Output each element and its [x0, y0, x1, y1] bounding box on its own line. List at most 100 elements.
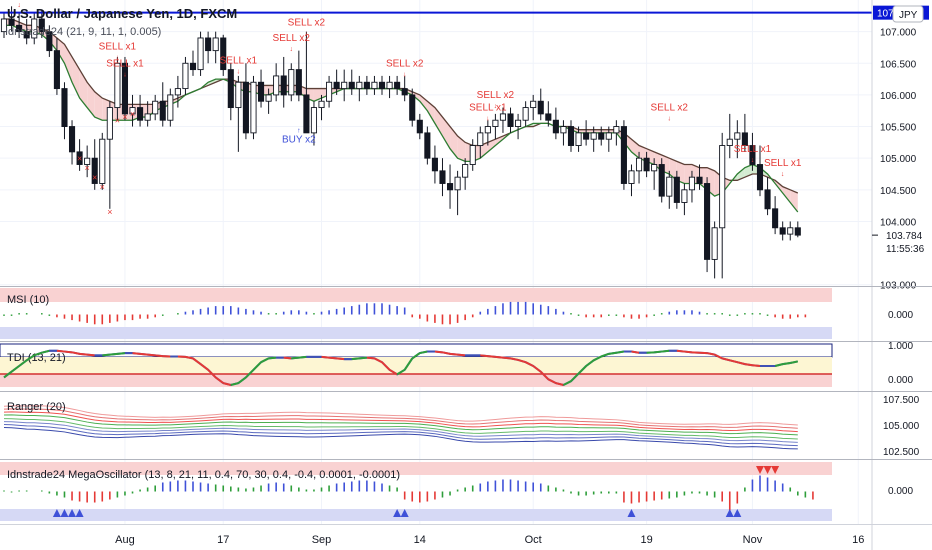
mega-oscillator-pane[interactable]: Idnstrade24 MegaOscillator (13, 8, 21, 1…	[0, 459, 932, 522]
tdi-segment	[706, 352, 715, 356]
tdi-segment	[487, 355, 496, 358]
up-triangle-marker	[75, 509, 84, 517]
candle-body	[666, 176, 673, 197]
candle-body	[212, 37, 219, 52]
tdi-segment	[661, 349, 670, 353]
sell-signal-label: SELL x2	[273, 33, 311, 44]
candle-body	[681, 189, 688, 203]
cross-marker: ×	[77, 153, 82, 163]
time-tick-label: Aug	[115, 534, 135, 546]
tdi-segment	[139, 352, 148, 356]
tdi-axis-tick-bottom: 0.000	[888, 375, 913, 386]
mega-axis-tick: 0.000	[888, 486, 913, 497]
candle-body	[280, 75, 287, 96]
tdi-segment	[298, 355, 307, 359]
tdi-segment	[328, 356, 337, 360]
tdi-segment	[532, 365, 542, 373]
candles	[0, 6, 801, 279]
mega-title: Idnstrade24 MegaOscillator (13, 8, 21, 1…	[7, 469, 400, 481]
tdi-pane[interactable]: TDI (13, 21) 1.000 0.000	[0, 341, 932, 387]
sell-signal-label: SELL x1	[469, 103, 507, 114]
sell-signal-arrow: ↓	[290, 46, 294, 53]
tdi-segment	[199, 363, 209, 371]
tdi-segment	[155, 354, 163, 358]
tdi-segment	[3, 370, 13, 379]
candle-body	[688, 176, 696, 191]
price-tick-label: 106.000	[880, 91, 917, 102]
candle-body	[439, 170, 446, 184]
cloud-segment	[480, 142, 488, 159]
candle-body	[749, 145, 756, 165]
bar-countdown: 11:55:36	[886, 244, 925, 255]
price-tick-label: 104.500	[880, 186, 917, 197]
candle-body	[174, 88, 181, 96]
indicator-cloud	[4, 18, 799, 213]
last-price-label: 103.784	[886, 231, 923, 242]
sell-signal-label: SELL x2	[477, 90, 515, 101]
ranger-axis-tick-1: 107.500	[883, 395, 920, 406]
tdi-segment	[517, 358, 526, 364]
ranger-band-line	[3, 418, 798, 440]
candle-body	[16, 24, 23, 33]
price-axis[interactable]: 107.000 106.500 106.000 105.500 105.000 104.5…	[871, 0, 929, 550]
candle-body	[787, 227, 794, 235]
up-triangle-marker	[733, 509, 742, 517]
candle-body	[401, 88, 408, 96]
fast-line	[4, 24, 799, 213]
tdi-segment	[442, 351, 451, 355]
candle-body	[583, 132, 590, 140]
tdi-segment	[207, 369, 217, 379]
candle-body	[620, 126, 627, 184]
time-axis[interactable]: Aug 17 Sep 14 Oct 19 Nov 16	[0, 524, 932, 547]
candle-body	[696, 176, 703, 184]
cloud-segment	[487, 139, 496, 152]
candle-body	[734, 132, 741, 140]
msi-pane[interactable]: MSI (10) 0.000	[0, 286, 932, 340]
time-tick-label: 17	[217, 534, 229, 546]
mega-lower-zone	[0, 509, 832, 521]
candle-body	[129, 107, 136, 115]
ranger-axis-tick-3: 102.500	[883, 447, 920, 458]
sell-signal-arrow: ↓	[751, 157, 755, 164]
candle-body	[371, 81, 378, 90]
up-triangle-marker	[60, 509, 69, 517]
cloud-segment	[434, 107, 443, 137]
tdi-segment	[434, 350, 443, 354]
msi-lower-zone	[0, 327, 832, 339]
tdi-segment	[774, 363, 783, 367]
ranger-pane[interactable]: Ranger (20) 107.500 105.000 102.500	[0, 391, 932, 459]
tdi-segment	[752, 364, 761, 367]
tdi-segment	[600, 352, 610, 358]
mega-histogram	[3, 475, 814, 512]
up-triangle-marker	[52, 509, 61, 517]
ranger-band-line	[3, 414, 798, 436]
slow-line	[4, 18, 799, 194]
tdi-segment	[790, 360, 798, 364]
tdi-segment	[525, 361, 534, 367]
candle-body	[454, 176, 461, 191]
candle-body	[484, 126, 491, 134]
candle-body	[779, 227, 786, 235]
tdi-segment	[631, 350, 640, 354]
tdi-segment	[87, 353, 95, 357]
price-pane[interactable]: SELL x2↓SELL x1↓SELL x1↓SELL x1↓SELL x1↓…	[0, 0, 872, 524]
tdi-segment	[230, 382, 239, 386]
cloud-segment	[313, 88, 322, 102]
candle-body	[38, 18, 45, 33]
candle-body	[560, 126, 567, 134]
down-triangle-marker	[756, 466, 764, 474]
candle-body	[152, 100, 159, 115]
candle-body	[416, 119, 423, 134]
buy-signal-label: BUY x2	[282, 134, 316, 145]
tdi-mid-zone	[0, 357, 832, 374]
candle-body	[144, 113, 151, 121]
candle-body	[409, 94, 416, 121]
tdi-title: TDI (13, 21)	[7, 352, 66, 364]
tdi-segment	[510, 357, 519, 361]
ranger-axis-tick-2: 105.000	[883, 421, 920, 432]
candle-body	[446, 183, 454, 191]
currency-badge[interactable]	[892, 5, 924, 23]
cross-marker: ×	[100, 182, 105, 192]
candle-body	[522, 107, 529, 121]
